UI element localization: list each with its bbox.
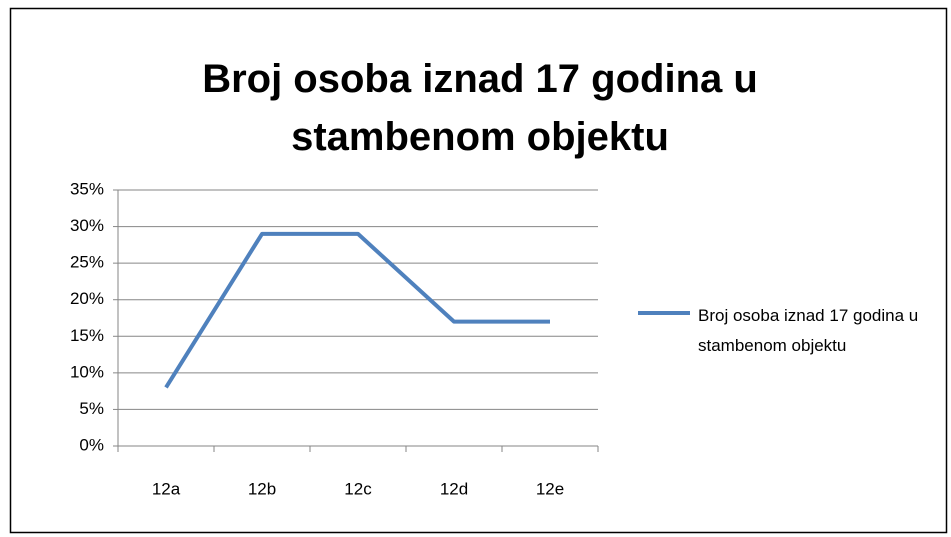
x-tick-label: 12a xyxy=(152,479,181,498)
y-tick-label: 30% xyxy=(70,216,104,235)
y-tick-label: 0% xyxy=(79,435,104,454)
chart-frame xyxy=(9,7,948,534)
x-tick-label: 12b xyxy=(248,479,276,498)
y-tick-label: 15% xyxy=(70,326,104,345)
data-line xyxy=(164,231,550,389)
y-tick-label: 10% xyxy=(70,362,104,381)
legend-label: Broj osoba iznad 17 godina u stambenom o… xyxy=(698,306,919,355)
y-tick-label: 5% xyxy=(79,399,104,418)
y-tick-label: 35% xyxy=(70,179,104,198)
chart-title: Broj osoba iznad 17 godina u stambenom o… xyxy=(202,57,758,159)
x-tick-label: 12e xyxy=(536,479,564,498)
x-tick-label: 12c xyxy=(344,479,372,498)
y-tick-label: 25% xyxy=(70,253,104,272)
x-tick-label: 12d xyxy=(440,479,468,498)
y-tick-label: 20% xyxy=(70,289,104,308)
